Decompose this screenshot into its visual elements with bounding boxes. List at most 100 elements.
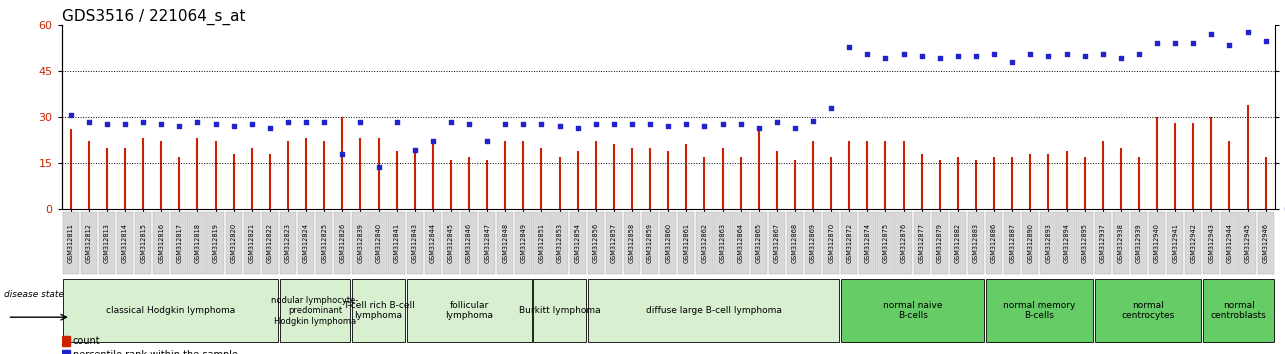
Text: GSM312816: GSM312816 [158,223,164,263]
Point [947,53,968,59]
Point [531,121,551,127]
Point [604,121,625,127]
FancyBboxPatch shape [424,212,441,274]
FancyBboxPatch shape [1185,212,1201,274]
FancyBboxPatch shape [1149,212,1165,274]
Text: GSM312843: GSM312843 [411,223,418,263]
FancyBboxPatch shape [1022,212,1038,274]
FancyBboxPatch shape [860,212,875,274]
FancyBboxPatch shape [1203,279,1273,342]
FancyBboxPatch shape [1276,279,1285,342]
Point [1201,31,1222,37]
Point [839,44,860,50]
Text: GSM312812: GSM312812 [86,223,91,263]
FancyBboxPatch shape [1095,212,1110,274]
Point [278,120,298,125]
Point [314,120,334,125]
Point [1255,39,1276,44]
FancyBboxPatch shape [842,212,857,274]
Text: GSM312862: GSM312862 [702,223,708,263]
FancyBboxPatch shape [153,212,170,274]
FancyBboxPatch shape [388,212,405,274]
FancyBboxPatch shape [406,212,423,274]
FancyBboxPatch shape [968,212,984,274]
Point [150,121,171,127]
Text: GSM312938: GSM312938 [1118,223,1124,263]
Point [1146,40,1167,46]
Point [188,120,208,125]
Text: GSM312813: GSM312813 [104,223,111,263]
Point [1237,29,1258,35]
Point [513,121,533,127]
Text: GSM312865: GSM312865 [756,223,762,263]
FancyBboxPatch shape [99,212,116,274]
Text: GSM312854: GSM312854 [574,223,581,263]
FancyBboxPatch shape [443,212,459,274]
FancyBboxPatch shape [896,212,912,274]
Point [1038,53,1059,59]
FancyBboxPatch shape [750,212,767,274]
Text: GSM312940: GSM312940 [1154,223,1160,263]
Text: T-cell rich B-cell
lymphoma: T-cell rich B-cell lymphoma [343,301,414,320]
Text: GSM312811: GSM312811 [68,223,73,263]
Point [676,121,696,127]
Text: GSM312841: GSM312841 [393,223,400,263]
FancyBboxPatch shape [623,212,640,274]
Text: GSM312819: GSM312819 [212,223,218,263]
Text: GSM312879: GSM312879 [937,223,943,263]
Text: GSM312941: GSM312941 [1172,223,1178,263]
FancyBboxPatch shape [280,212,296,274]
Point [60,112,81,118]
Text: nodular lymphocyte-
predominant
Hodgkin lymphoma: nodular lymphocyte- predominant Hodgkin … [271,296,359,326]
Text: GSM312875: GSM312875 [883,223,888,263]
Bar [62,336,69,346]
Point [785,125,806,131]
Text: GSM312868: GSM312868 [792,223,798,263]
Point [1002,59,1023,64]
Point [1020,51,1041,57]
Text: GSM312846: GSM312846 [466,223,472,263]
FancyBboxPatch shape [280,279,351,342]
Text: GSM312886: GSM312886 [991,223,997,263]
FancyBboxPatch shape [1203,212,1219,274]
FancyBboxPatch shape [515,212,532,274]
FancyBboxPatch shape [1258,212,1273,274]
Text: normal
centroblasts: normal centroblasts [1210,301,1267,320]
Text: GSM312943: GSM312943 [1208,223,1214,263]
Point [1183,40,1204,46]
Text: GSM312894: GSM312894 [1064,223,1069,263]
Point [568,125,589,131]
FancyBboxPatch shape [533,279,586,342]
Point [260,125,280,131]
Point [1056,51,1077,57]
Text: follicular
lymphoma: follicular lymphoma [445,301,493,320]
Point [114,121,135,127]
Point [748,125,768,131]
Text: GSM312817: GSM312817 [176,223,182,263]
FancyBboxPatch shape [352,279,405,342]
Bar [62,350,69,354]
Point [1219,42,1240,48]
Text: GSM312870: GSM312870 [828,223,834,263]
Text: GSM312869: GSM312869 [810,223,816,263]
FancyBboxPatch shape [135,212,152,274]
FancyBboxPatch shape [678,212,694,274]
Point [1165,40,1186,46]
Text: GSM312848: GSM312848 [502,223,509,263]
Text: GSM312859: GSM312859 [648,223,653,263]
Text: GSM312815: GSM312815 [140,223,146,263]
Text: GSM312825: GSM312825 [321,223,328,263]
FancyBboxPatch shape [714,212,731,274]
FancyBboxPatch shape [334,212,351,274]
FancyBboxPatch shape [1113,212,1130,274]
FancyBboxPatch shape [696,212,713,274]
Text: GSM312823: GSM312823 [285,223,290,263]
Text: GSM312939: GSM312939 [1136,223,1142,263]
Point [132,120,153,125]
Text: GSM312851: GSM312851 [538,223,545,263]
Text: GDS3516 / 221064_s_at: GDS3516 / 221064_s_at [62,8,245,25]
Text: GSM312839: GSM312839 [357,223,364,263]
FancyBboxPatch shape [1167,212,1183,274]
FancyBboxPatch shape [352,212,369,274]
FancyBboxPatch shape [1240,212,1255,274]
